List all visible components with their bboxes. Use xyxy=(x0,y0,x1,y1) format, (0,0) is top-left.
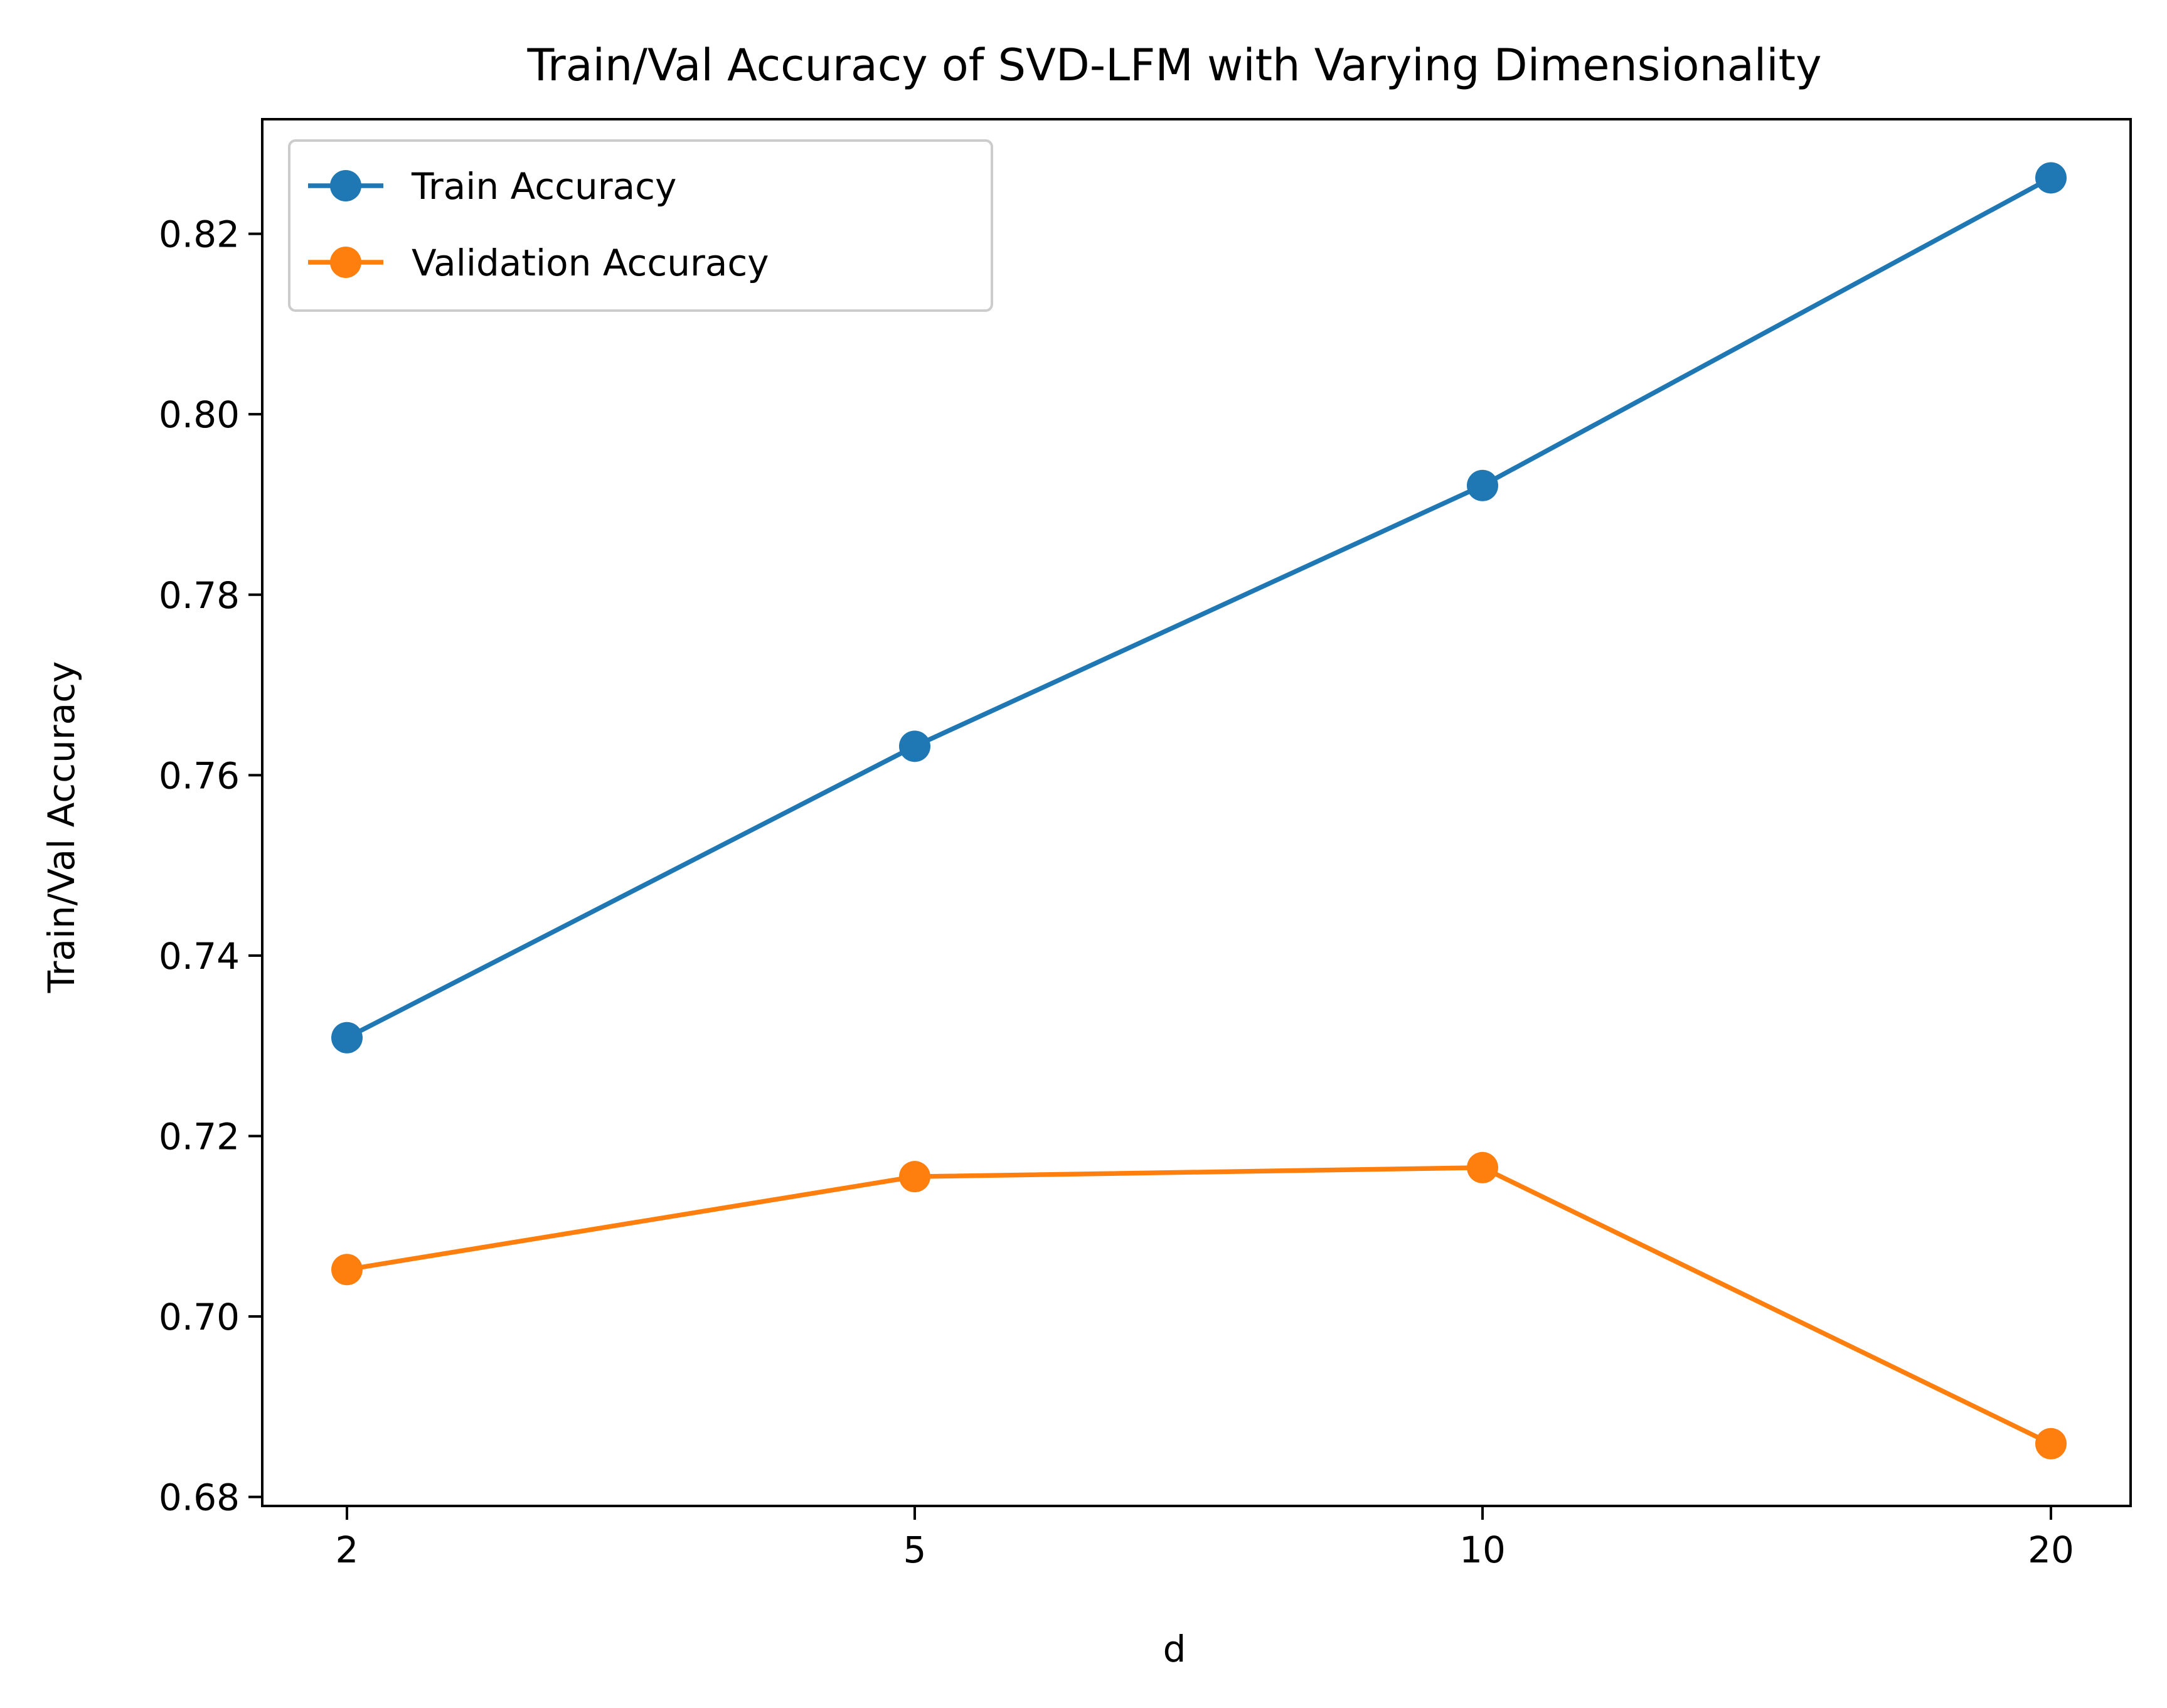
x-tick-label: 2 xyxy=(336,1529,359,1571)
legend-marker-train xyxy=(330,170,361,201)
chart-title: Train/Val Accuracy of SVD-LFM with Varyi… xyxy=(526,40,1821,91)
legend-label-train: Train Accuracy xyxy=(411,165,676,208)
y-tick-label: 0.76 xyxy=(159,754,240,797)
data-point-train xyxy=(2035,162,2067,194)
y-axis-label: Train/Val Accuracy xyxy=(40,661,83,994)
data-point-validation xyxy=(899,1161,930,1193)
data-point-train xyxy=(899,730,930,762)
plot-frame xyxy=(261,118,2132,1507)
y-tick-label: 0.82 xyxy=(159,213,240,256)
x-tick-label: 10 xyxy=(1459,1529,1506,1571)
y-tick-label: 0.70 xyxy=(159,1296,240,1338)
y-tick-label: 0.80 xyxy=(159,393,240,436)
y-tick-label: 0.68 xyxy=(159,1476,240,1519)
x-tick-label: 5 xyxy=(903,1529,927,1571)
data-point-validation xyxy=(2035,1428,2067,1460)
y-tick-label: 0.78 xyxy=(159,574,240,617)
data-point-train xyxy=(331,1022,363,1054)
data-point-validation xyxy=(331,1254,363,1286)
series-line-validation xyxy=(346,1165,2052,1446)
legend: Train Accuracy Validation Accuracy xyxy=(288,139,993,312)
legend-marker-validation xyxy=(330,247,361,278)
x-tick-label: 20 xyxy=(2028,1529,2074,1571)
legend-box xyxy=(288,139,993,312)
data-point-train xyxy=(1467,469,1498,501)
x-axis-label: d xyxy=(1163,1628,1186,1670)
y-tick-label: 0.72 xyxy=(159,1115,240,1158)
data-point-validation xyxy=(1467,1151,1498,1183)
series-line-train xyxy=(346,176,2052,1040)
y-tick-label: 0.74 xyxy=(159,935,240,978)
plot-area: 0.68 0.70 0.72 0.74 0.76 0.78 0.80 0.82 2 5 10 20 xyxy=(159,118,2132,1571)
legend-label-validation: Validation Accuracy xyxy=(412,242,769,284)
